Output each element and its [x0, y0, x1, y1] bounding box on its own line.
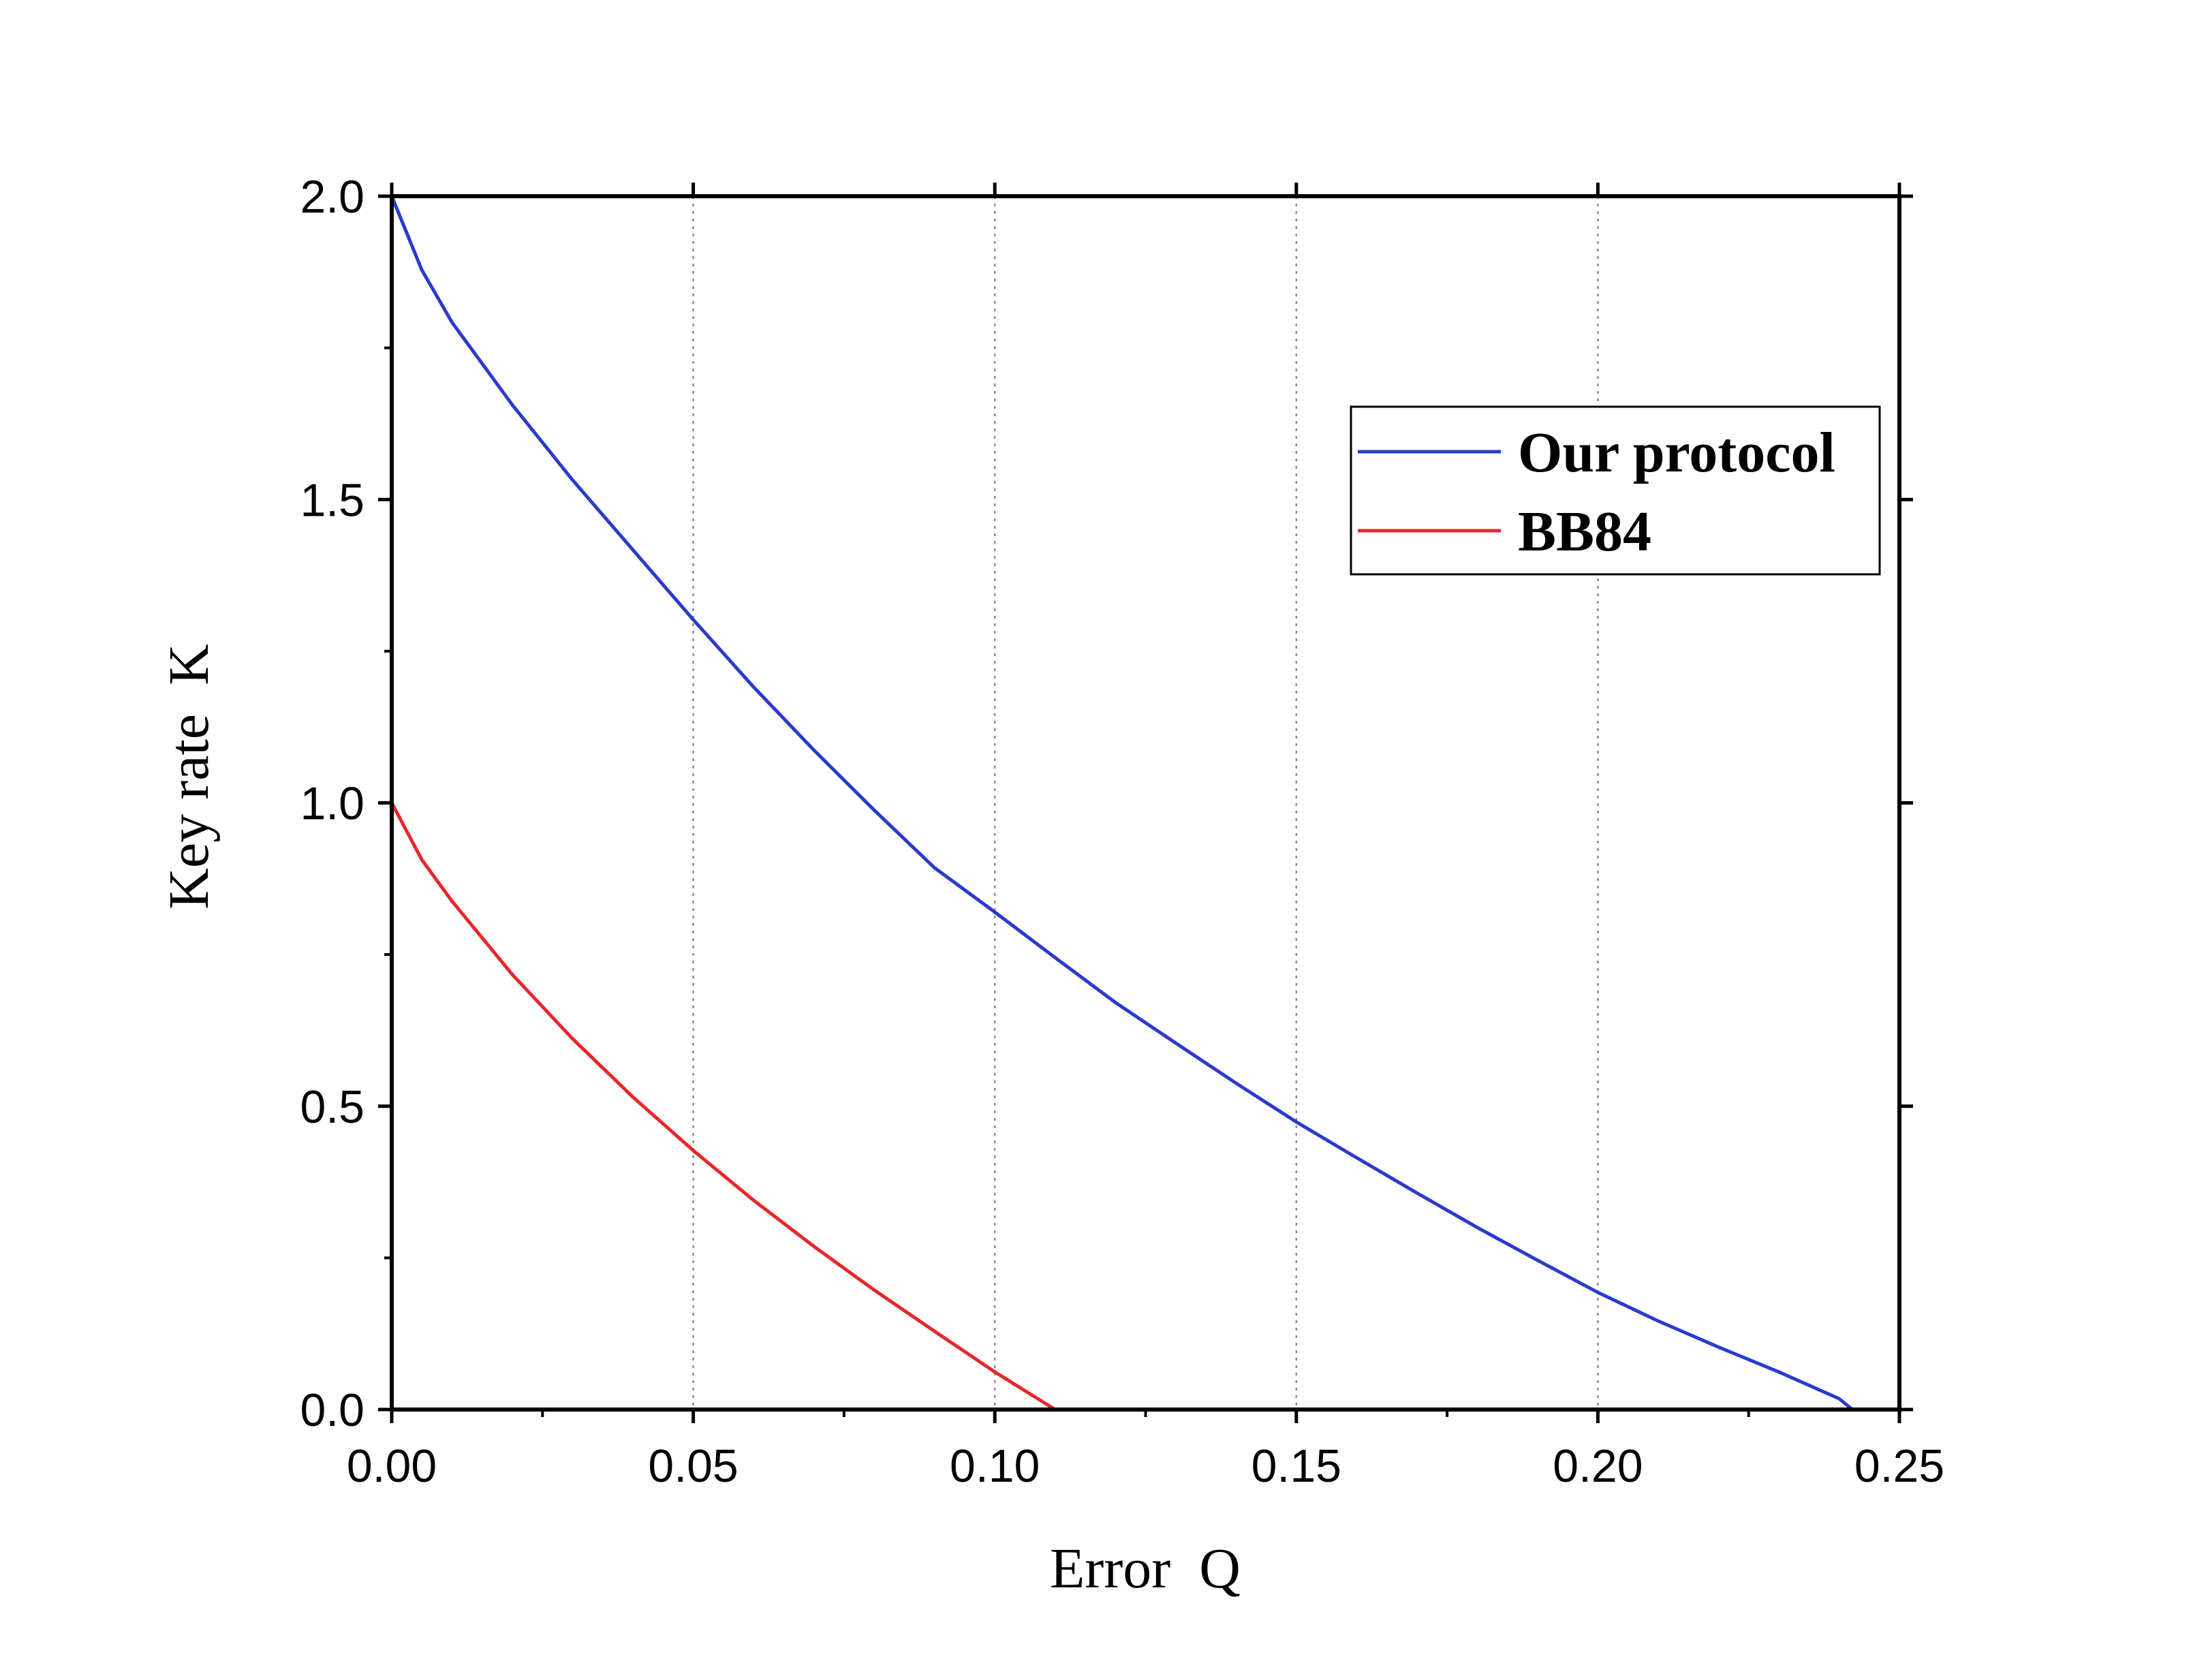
y-axis-title: Key rate K [157, 644, 221, 909]
x-tick-label-2: 0.10 [950, 1440, 1040, 1492]
x-axis-title: Error Q [1050, 1537, 1241, 1600]
y-tick-label-1: 0.5 [300, 1081, 364, 1133]
x-tick-label-5: 0.25 [1854, 1440, 1944, 1492]
x-tick-label-3: 0.15 [1252, 1440, 1341, 1492]
series-line-1 [390, 801, 1057, 1412]
x-tick-label-4: 0.20 [1553, 1440, 1643, 1492]
legend-label-bb84: BB84 [1518, 500, 1651, 563]
series-line-0 [390, 194, 1854, 1412]
x-tick-label-1: 0.05 [648, 1440, 738, 1492]
y-tick-label-0: 0.0 [300, 1384, 364, 1436]
legend: Our protocol BB84 [1350, 405, 1881, 576]
legend-label-our-protocol: Our protocol [1518, 421, 1835, 484]
legend-box [1350, 405, 1881, 576]
series-layer [390, 194, 1854, 1412]
y-tick-label-2: 1.0 [300, 778, 364, 830]
grid-layer [692, 196, 1599, 1410]
y-tick-label-3: 1.5 [300, 474, 364, 526]
plot-frame [390, 194, 1901, 1412]
x-tick-label-0: 0.00 [347, 1440, 437, 1492]
y-tick-label-4: 2.0 [300, 171, 364, 223]
ticks-layer: 0.00 0.05 0.10 0.15 0.20 0.25 0.0 0.5 1.0 1.5 2.0 [300, 171, 1944, 1492]
axes-layer [390, 194, 1901, 1412]
